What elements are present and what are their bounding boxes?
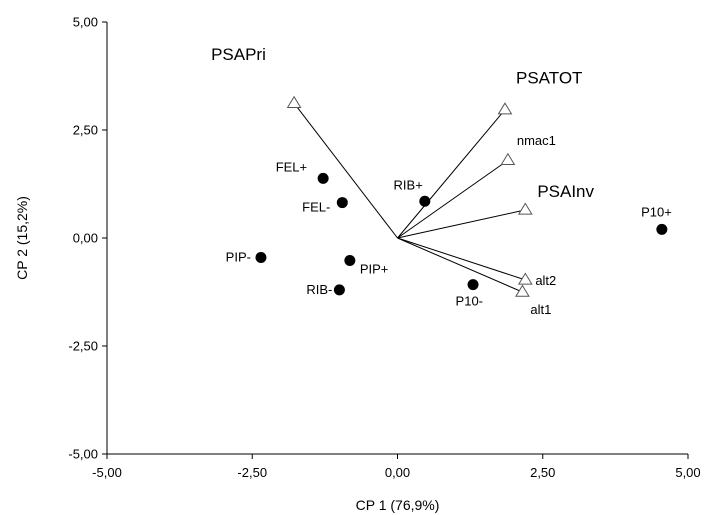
x-tick-label: 5,00 [675,465,700,480]
score-point [255,251,267,263]
score-point [467,279,479,291]
y-tick-label: -5,00 [68,447,98,462]
y-axis-ticks: -5,00 -2,50 0,00 2,50 5,00 [68,15,107,462]
score-point-label: P10- [456,294,483,309]
vector-label: alt2 [535,273,556,288]
x-tick-label: -2,50 [237,465,267,480]
score-point-label: PIP- [226,249,251,264]
loading-vectors: PSAPri PSATOT nmac1 PSAInv alt2 alt1 [211,45,594,317]
vector-marker [515,284,530,297]
vector-marker [517,272,533,285]
vector-label: PSAInv [537,182,594,201]
vector-line [397,159,509,239]
score-point-label: P10+ [641,204,672,219]
score-point [317,172,329,184]
score-point [419,195,431,207]
y-tick-label: -2,50 [68,339,98,354]
vector-label: PSATOT [516,69,582,88]
vector-line [397,209,526,239]
vector-marker [286,95,302,108]
score-point [333,284,345,296]
y-axis-title: CP 2 (15,2%) [14,196,30,280]
vector-marker [517,202,533,215]
vector-marker [500,152,516,165]
score-point-label: RIB+ [394,177,423,192]
score-point-label: RIB- [306,282,332,297]
vector-label: PSAPri [211,45,266,64]
x-tick-label: 0,00 [385,465,410,480]
vector-label: alt1 [530,302,551,317]
x-tick-label: 2,50 [530,465,555,480]
x-axis-ticks: -5,00 -2,50 0,00 2,50 5,00 [92,454,701,480]
x-axis-title: CP 1 (76,9%) [356,497,440,513]
y-tick-label: 0,00 [73,231,98,246]
vector-line [293,102,398,239]
vector-line [397,109,506,239]
score-points: FEL+ FEL- RIB+ PIP- PIP+ RIB- P10- P10+ [226,159,672,308]
score-point [344,254,356,266]
score-point [336,197,348,209]
vector-marker [497,102,513,115]
score-point-label: FEL- [302,200,330,215]
x-tick-label: -5,00 [92,465,122,480]
y-tick-label: 2,50 [73,123,98,138]
score-point-label: PIP+ [360,261,389,276]
y-tick-label: 5,00 [73,15,98,30]
vector-line [397,237,526,281]
score-point-label: FEL+ [276,159,307,174]
score-point [656,223,668,235]
vector-line [397,237,523,293]
vector-label: nmac1 [517,133,556,148]
